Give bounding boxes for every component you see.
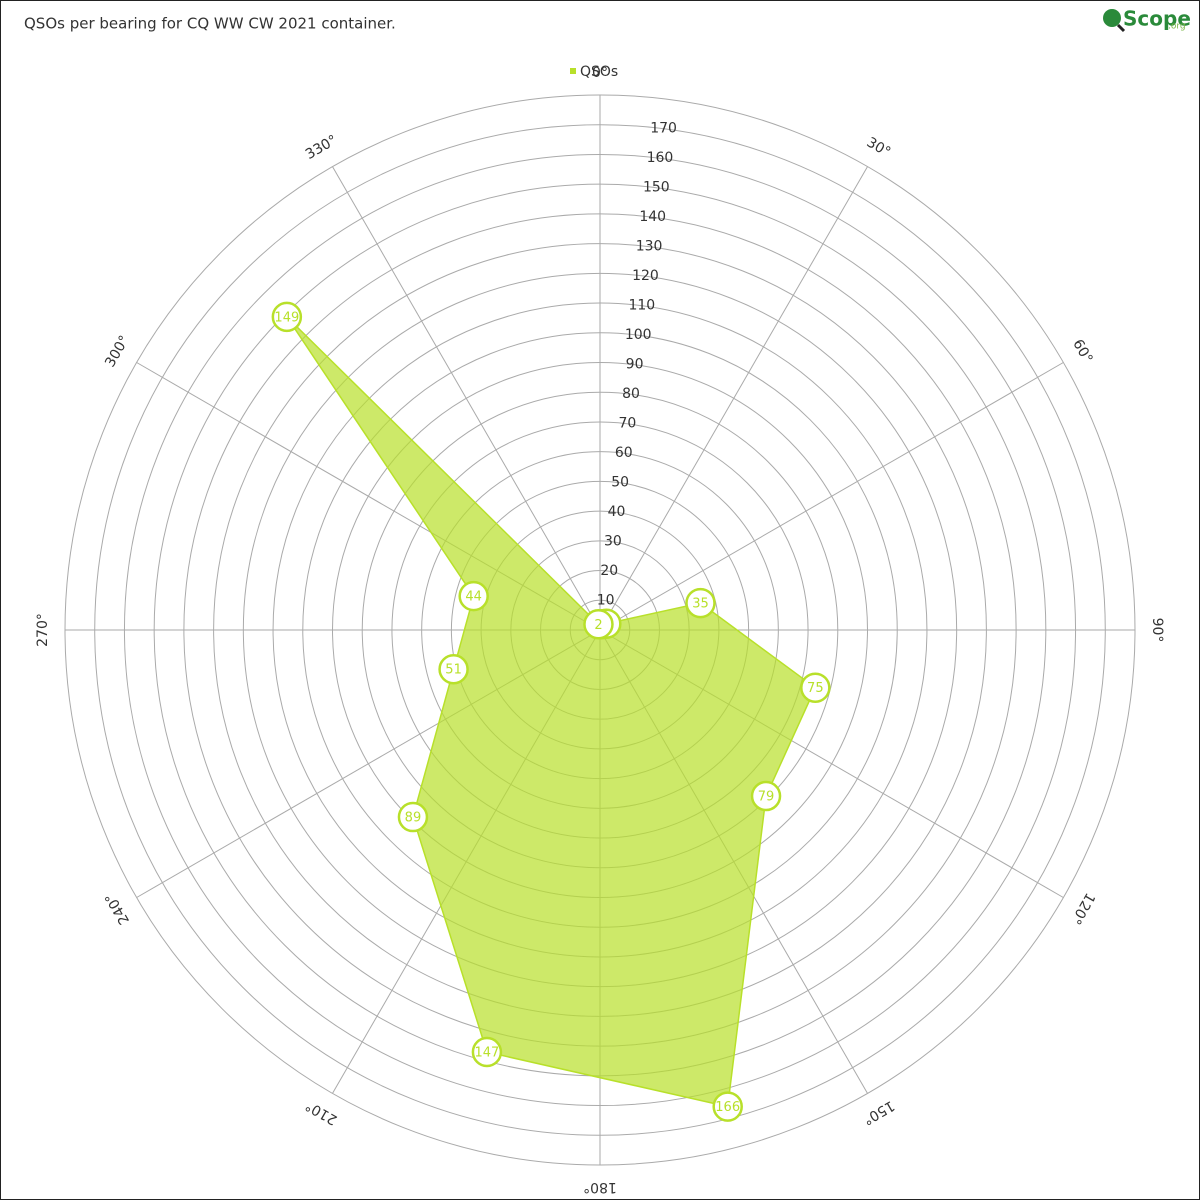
y-tick-label: 110 xyxy=(628,297,655,313)
chart-title: QSOs per bearing for CQ WW CW 2021 conta… xyxy=(24,15,396,33)
data-point xyxy=(685,587,716,619)
data-point xyxy=(271,301,303,333)
data-label: 166 xyxy=(715,1100,740,1115)
data-label: 147 xyxy=(475,1046,500,1061)
data-label: 2 xyxy=(594,618,602,633)
data-point xyxy=(397,801,429,833)
y-tick-label: 20 xyxy=(600,563,618,579)
angle-label: 180° xyxy=(583,1179,617,1195)
y-tick-label: 170 xyxy=(650,120,677,136)
data-label: 75 xyxy=(807,681,824,696)
y-tick-label: 120 xyxy=(632,268,659,284)
y-tick-label: 90 xyxy=(626,356,644,372)
grid-spoke xyxy=(599,362,1064,631)
data-label: 44 xyxy=(465,590,482,605)
legend-label: QSOs xyxy=(580,64,618,80)
data-point xyxy=(712,1091,743,1122)
grid-spoke xyxy=(332,166,601,631)
logo-text: Scope xyxy=(1123,7,1191,31)
y-tick-label: 10 xyxy=(597,592,615,608)
logo-icon-handle xyxy=(1116,23,1126,33)
data-label: 51 xyxy=(445,663,462,678)
y-tick-label: 130 xyxy=(636,238,663,254)
data-label: 89 xyxy=(405,811,422,826)
y-tick-label: 140 xyxy=(639,209,666,225)
y-tick-label: 100 xyxy=(625,327,652,343)
data-label: 149 xyxy=(274,310,299,325)
y-tick-label: 160 xyxy=(647,150,674,166)
logo: Scope .org xyxy=(1103,7,1191,33)
angle-label: 90° xyxy=(1149,618,1165,643)
data-point xyxy=(750,780,782,812)
y-tick-label: 40 xyxy=(608,504,626,520)
angle-label: 0° xyxy=(592,65,608,81)
data-point xyxy=(583,609,614,640)
y-tick-label: 70 xyxy=(618,415,636,431)
legend-swatch xyxy=(570,68,576,74)
y-tick-label: 80 xyxy=(622,386,640,402)
angle-label: 270° xyxy=(35,613,51,647)
data-point xyxy=(438,653,469,685)
y-tick-label: 30 xyxy=(604,533,622,549)
logo-icon xyxy=(1103,9,1121,27)
y-tick-label: 50 xyxy=(611,474,629,490)
data-point xyxy=(471,1036,503,1068)
data-point xyxy=(800,672,831,703)
data-label: 79 xyxy=(758,790,775,805)
grid-spoke xyxy=(599,166,868,631)
y-tick-label: 150 xyxy=(643,179,670,195)
y-tick-label: 60 xyxy=(615,445,633,461)
data-point xyxy=(458,580,489,612)
data-label: 35 xyxy=(692,597,709,612)
logo-suffix: .org xyxy=(1168,22,1186,32)
